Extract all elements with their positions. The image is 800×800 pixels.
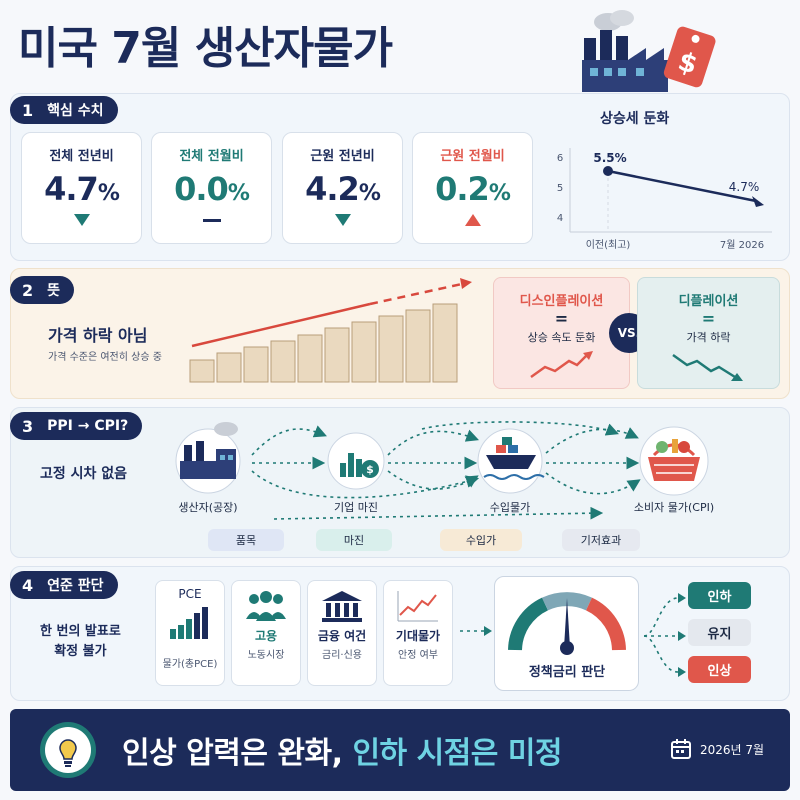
card-title: 금융 여건 bbox=[317, 629, 367, 643]
section-2-label: 2 뜻 bbox=[10, 276, 75, 304]
node-producer-label: 생산자(공장) bbox=[178, 501, 238, 514]
shopping-basket-icon bbox=[648, 439, 700, 481]
card-label: 전체 전월비 bbox=[179, 149, 244, 164]
policy-gauge-icon bbox=[508, 592, 626, 655]
card-title: 고용 bbox=[254, 629, 278, 643]
option-hike: 인상 bbox=[688, 656, 751, 683]
flat-dash-icon bbox=[152, 210, 271, 230]
bank-building-icon bbox=[322, 591, 362, 622]
policy-rate-label: 정책금리 판단 bbox=[528, 665, 606, 680]
x-tick-label: 이전(최고) bbox=[586, 239, 631, 250]
down-arrow-icon bbox=[283, 210, 402, 230]
data-point bbox=[603, 166, 613, 176]
card-total-mom: 전체 전월비 0.0% bbox=[151, 132, 272, 244]
data-label: 4.7% bbox=[729, 180, 760, 194]
not-conclusive-text: 한 번의 발표로 확정 불가 bbox=[40, 624, 121, 659]
footer-banner bbox=[10, 709, 790, 791]
factor-card-financial: 금융 여건 금리·신용 bbox=[307, 580, 377, 686]
falling-price-icon bbox=[671, 353, 743, 381]
card-core-yoy: 근원 전년비 4.2% bbox=[282, 132, 403, 244]
card-total-yoy: 전체 전년비 4.7% bbox=[21, 132, 142, 244]
slowing-rise-icon bbox=[529, 351, 593, 379]
chip-items: 품목 bbox=[208, 529, 284, 551]
card-desc: 물가(총PCE) bbox=[162, 659, 218, 670]
card-desc: 노동시장 bbox=[247, 650, 285, 661]
people-icon bbox=[246, 591, 286, 621]
card-label: 근원 전월비 bbox=[440, 149, 505, 164]
card-label: 전체 전년비 bbox=[49, 149, 114, 164]
section-3-label: 3 PPI → CPI? bbox=[10, 412, 143, 440]
option-cut: 인하 bbox=[688, 582, 751, 609]
x-tick-label: 7월 2026 bbox=[720, 239, 764, 250]
equals-sign: = bbox=[701, 309, 716, 328]
cargo-ship-icon bbox=[483, 437, 545, 480]
up-arrow-icon bbox=[413, 210, 532, 230]
rising-line-chart-icon bbox=[397, 591, 438, 622]
card-desc: 금리·신용 bbox=[322, 650, 362, 661]
arrow-head bbox=[752, 196, 764, 207]
disinflation-desc: 상승 속도 둔화 bbox=[527, 331, 596, 344]
equals-sign: = bbox=[554, 309, 569, 328]
deflation-desc: 가격 하락 bbox=[686, 331, 731, 344]
node-margin-label: 기업 마진 bbox=[334, 501, 378, 514]
card-value: 4.2% bbox=[305, 170, 381, 208]
card-core-mom: 근원 전월비 0.2% bbox=[412, 132, 533, 244]
svg-text:$: $ bbox=[366, 463, 374, 476]
section-4-label: 4 연준 판단 bbox=[10, 571, 118, 599]
meaning-headline: 가격 하락 아님 bbox=[48, 326, 148, 345]
deflation-title: 디플레이션 bbox=[678, 294, 739, 309]
factor-card-pce: PCE 물가(총PCE) bbox=[155, 580, 225, 686]
node-cpi-label: 소비자 물가(CPI) bbox=[633, 501, 715, 514]
rising-bars-illustration bbox=[189, 278, 472, 383]
factory-price-tag-icon: $ bbox=[582, 10, 716, 92]
option-hold: 유지 bbox=[688, 619, 751, 646]
card-top-label: PCE bbox=[178, 587, 202, 601]
mini-chart-title: 상승세 둔화 bbox=[600, 111, 670, 127]
meaning-subtext: 가격 수준은 여전히 상승 중 bbox=[48, 352, 162, 363]
section-1-label: 1 핵심 수치 bbox=[10, 96, 118, 124]
series-line bbox=[607, 169, 757, 203]
y-tick-label: 4 bbox=[557, 213, 563, 224]
card-title: 기대물가 bbox=[395, 629, 441, 643]
factory-icon bbox=[180, 422, 238, 479]
card-value: 0.2% bbox=[435, 170, 511, 208]
chip-import-price: 수입가 bbox=[440, 529, 522, 551]
card-value: 4.7% bbox=[44, 170, 120, 208]
dotted-arrow-icon bbox=[460, 626, 492, 636]
pce-bar-chart-icon bbox=[170, 607, 208, 639]
chip-margin: 마진 bbox=[316, 529, 392, 551]
footer-headline: 인상 압력은 완화, 인하 시점은 미정 bbox=[122, 736, 563, 771]
card-value: 0.0% bbox=[174, 170, 250, 208]
transmission-flow-diagram: $ bbox=[175, 421, 709, 520]
factor-card-employment: 고용 노동시장 bbox=[231, 580, 301, 686]
chip-base-effect: 기저효과 bbox=[562, 529, 640, 551]
calendar-icon bbox=[671, 739, 691, 759]
disinflation-box: 디스인플레이션 = 상승 속도 둔화 bbox=[493, 277, 630, 389]
down-arrow-icon bbox=[22, 210, 141, 230]
lightbulb-icon bbox=[40, 722, 96, 778]
data-label: 5.5% bbox=[593, 151, 626, 165]
branch-arrows-icon bbox=[643, 593, 686, 677]
footer-date: 2026년 7월 bbox=[700, 743, 765, 757]
page-title: 미국 7월 생산자물가 bbox=[18, 23, 393, 74]
no-fixed-lag-text: 고정 시차 없음 bbox=[40, 466, 128, 482]
deflation-box: 디플레이션 = 가격 하락 bbox=[637, 277, 780, 389]
y-tick-label: 5 bbox=[557, 183, 563, 194]
factor-card-expectations: 기대물가 안정 여부 bbox=[383, 580, 453, 686]
disinflation-title: 디스인플레이션 bbox=[519, 294, 604, 309]
mini-line-chart: 6 5 4 5.5% 4.7% 이전(최고) 7월 2026 bbox=[557, 148, 772, 250]
node-import-label: 수입물가 bbox=[489, 501, 531, 514]
y-tick-label: 6 bbox=[557, 153, 563, 164]
card-label: 근원 전년비 bbox=[310, 149, 375, 164]
margin-bar-dollar-icon: $ bbox=[340, 453, 379, 478]
card-desc: 안정 여부 bbox=[398, 650, 438, 661]
